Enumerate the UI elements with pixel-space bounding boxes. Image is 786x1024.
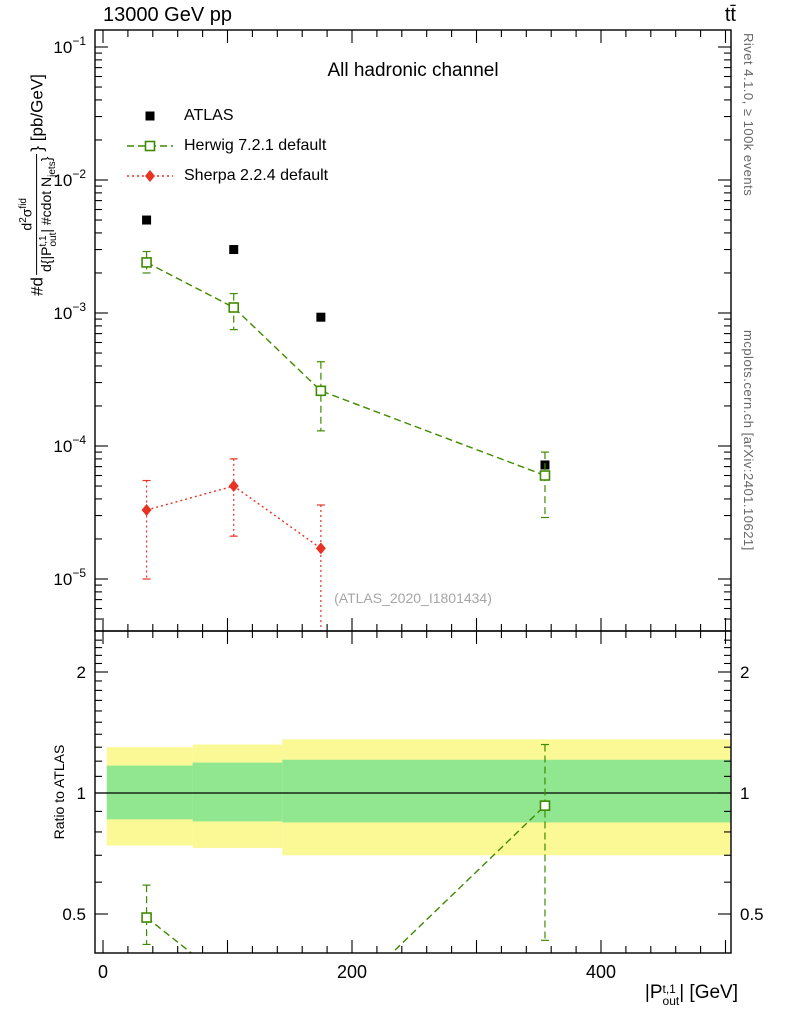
legend-item-atlas: ATLAS xyxy=(184,107,234,124)
svg-text:1: 1 xyxy=(77,784,86,803)
y-axis-label-units: } [pb/GeV] xyxy=(27,74,47,152)
svg-text:10−3: 10−3 xyxy=(53,300,86,323)
svg-text:0: 0 xyxy=(98,962,108,982)
svg-text:10−5: 10−5 xyxy=(53,566,86,589)
mcplots-arxiv-note: mcplots.cern.ch [arXiv:2401.10621] xyxy=(741,330,756,551)
legend: ATLAS Herwig 7.2.1 default Sherpa 2.2.4 … xyxy=(184,105,328,195)
ratio-axis-label: Ratio to ATLAS xyxy=(51,744,67,840)
y-axis-label-fraction: d2σfid d{|P t,1 out | #cdot Njets} xyxy=(17,153,59,275)
y-axis-label-prefix: #d xyxy=(27,276,47,296)
svg-text:0.5: 0.5 xyxy=(740,905,764,924)
process-title: tt̄ xyxy=(724,4,736,26)
svg-text:200: 200 xyxy=(337,962,367,982)
svg-text:1: 1 xyxy=(740,784,749,803)
main-series xyxy=(141,215,551,631)
legend-item-sherpa: Sherpa 2.2.4 default xyxy=(184,167,329,184)
legend-item-herwig: Herwig 7.2.1 default xyxy=(184,137,327,154)
axes: 10−1 10−2 10−3 10−4 10−5 0.5 0.5 1 1 2 2 0 200 400 xyxy=(53,29,764,982)
rivet-version-note: Rivet 4.1.0, ≥ 100k events xyxy=(741,33,756,197)
ratio-uncertainty-bands xyxy=(95,739,731,856)
svg-text:10−4: 10−4 xyxy=(53,433,86,456)
legend-glyphs xyxy=(127,111,173,182)
svg-text:10−2: 10−2 xyxy=(53,167,86,190)
svg-text:2: 2 xyxy=(740,663,749,682)
svg-text:400: 400 xyxy=(586,962,616,982)
ratio-series xyxy=(141,743,551,953)
svg-text:0.5: 0.5 xyxy=(62,905,86,924)
svg-text:10−1: 10−1 xyxy=(53,34,86,57)
beam-energy-title: 13000 GeV pp xyxy=(103,4,232,26)
x-axis-label: |P t,1 out | [GeV] xyxy=(644,982,738,1008)
analysis-watermark: (ATLAS_2020_I1801434) xyxy=(334,590,492,606)
svg-text:2: 2 xyxy=(77,663,86,682)
channel-label: All hadronic channel xyxy=(327,60,499,81)
y-axis-label: #d d2σfid d{|P t,1 out | #cdot Njets}} [pb/Ge… xyxy=(17,74,59,296)
